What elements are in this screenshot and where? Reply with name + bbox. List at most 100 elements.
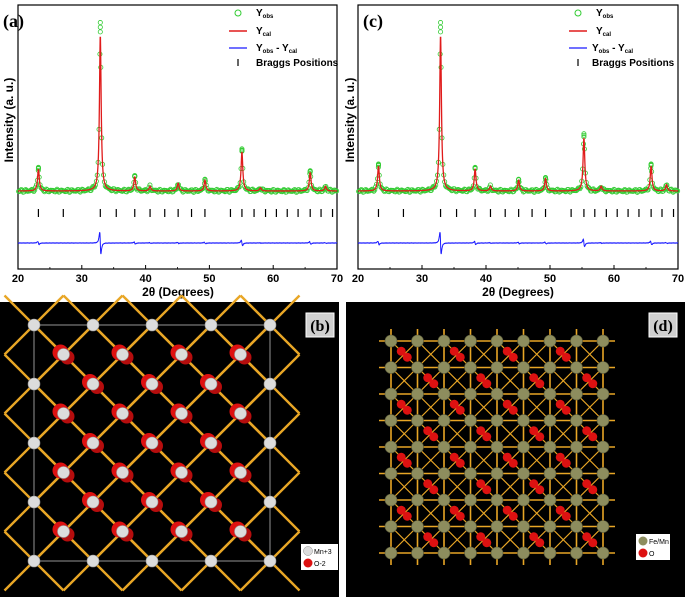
mn-atom: [86, 554, 100, 568]
bond: [3, 501, 35, 533]
femn-atom: [543, 546, 557, 560]
crystal-background-b: [0, 302, 339, 597]
mn-atom: [27, 377, 41, 391]
femn-atom: [596, 334, 610, 348]
femn-atom: [490, 361, 504, 374]
femn-atom: [543, 467, 557, 480]
legend-mn-icon: [303, 546, 313, 556]
legend-o-icon: [303, 558, 313, 568]
oxygen-atom: [588, 485, 598, 495]
oxygen-atom: [455, 405, 465, 415]
obs-point: [239, 146, 245, 152]
mn-atom: [86, 318, 100, 332]
bond: [62, 560, 94, 592]
femn-atom: [411, 334, 424, 348]
femn-atom: [464, 361, 477, 374]
x-tick-label: 60: [608, 273, 620, 285]
femn-atom: [517, 387, 530, 401]
femn-atom: [596, 546, 610, 560]
bond: [180, 324, 212, 356]
oxygen-atom: [402, 405, 412, 415]
femn-atom: [490, 520, 504, 533]
crystal-structure-b: [3, 294, 301, 592]
bond: [3, 471, 35, 503]
x-tick-label: 50: [203, 273, 215, 285]
femn-atom: [490, 414, 504, 427]
femn-atom: [437, 334, 451, 348]
panel-label-b: (b): [310, 318, 330, 335]
mn-atom: [204, 495, 218, 509]
bond: [239, 442, 271, 474]
femn-atom: [490, 546, 504, 560]
legend-bragg-label: Braggs Positions: [256, 58, 339, 69]
femn-atom: [517, 520, 530, 533]
plot-frame-a: [17, 4, 338, 270]
femn-atom: [464, 520, 477, 533]
bond: [92, 560, 124, 592]
mn-atom: [116, 466, 129, 479]
crystal-panel-d: (d) Fe/Mn O: [346, 302, 685, 597]
femn-atom: [596, 467, 610, 480]
oxygen-atom: [423, 426, 433, 436]
bond: [33, 560, 65, 592]
x-axis-label-a: 2θ (Degrees): [142, 285, 214, 299]
oxygen-atom: [476, 373, 486, 383]
femn-atom: [464, 387, 477, 401]
legend-a: Yobs Ycal Yobs - Ycal Braggs Positions: [229, 8, 339, 69]
bond: [269, 471, 301, 503]
xrd-panel-a: (a) Intensity (a. u.) 2θ (Degrees) 20 30 4…: [2, 4, 343, 299]
femn-atom: [384, 387, 398, 401]
oxygen-atom: [561, 511, 571, 521]
oxygen-atom: [429, 432, 439, 442]
x-tick-label: 30: [416, 273, 428, 285]
panel-label-box-b: [305, 312, 335, 338]
bond: [239, 501, 271, 533]
oxygen-atom: [535, 432, 545, 442]
oxygen-atom: [502, 399, 512, 409]
oxygen-atom: [476, 532, 486, 542]
bond: [210, 560, 242, 592]
plot-frame-c: [357, 4, 679, 270]
femn-atom: [570, 493, 583, 507]
mn-atom: [204, 436, 218, 450]
femn-atom: [411, 414, 424, 427]
oxygen-atom: [455, 511, 465, 521]
oxygen-atom: [402, 352, 412, 362]
mn-atom: [57, 348, 70, 361]
femn-atom: [543, 440, 557, 454]
oxygen-atom: [588, 379, 598, 389]
bond: [3, 412, 35, 444]
obs-point: [97, 20, 103, 26]
mn-atom: [204, 318, 218, 332]
oxygen-atom: [449, 346, 459, 356]
oxygen-atom: [529, 373, 539, 383]
bond: [239, 560, 271, 592]
mn-atom: [57, 466, 70, 479]
mn-atom: [145, 318, 159, 332]
femn-atom: [411, 387, 424, 401]
oxygen-atom: [502, 452, 512, 462]
mn-atom: [86, 377, 100, 391]
bond: [62, 294, 94, 326]
oxygen-atom: [555, 346, 565, 356]
bond: [269, 294, 301, 326]
femn-atom: [384, 440, 398, 454]
obs-point: [581, 132, 587, 138]
oxygen-atom: [502, 505, 512, 515]
femn-atom: [490, 440, 504, 454]
femn-atom: [437, 440, 451, 454]
oxygen-atom: [582, 532, 592, 542]
femn-atom: [490, 334, 504, 348]
femn-atom: [437, 520, 451, 533]
femn-atom: [596, 493, 610, 507]
mn-atom: [145, 495, 159, 509]
femn-atom: [570, 387, 583, 401]
bond: [180, 560, 212, 592]
femn-atom: [570, 440, 583, 454]
mn-atom: [175, 525, 188, 538]
mn-atom: [116, 348, 129, 361]
oxygen-atom: [535, 538, 545, 548]
femn-atom: [411, 361, 424, 374]
oxygen-atom: [455, 458, 465, 468]
obs-point: [97, 29, 103, 35]
